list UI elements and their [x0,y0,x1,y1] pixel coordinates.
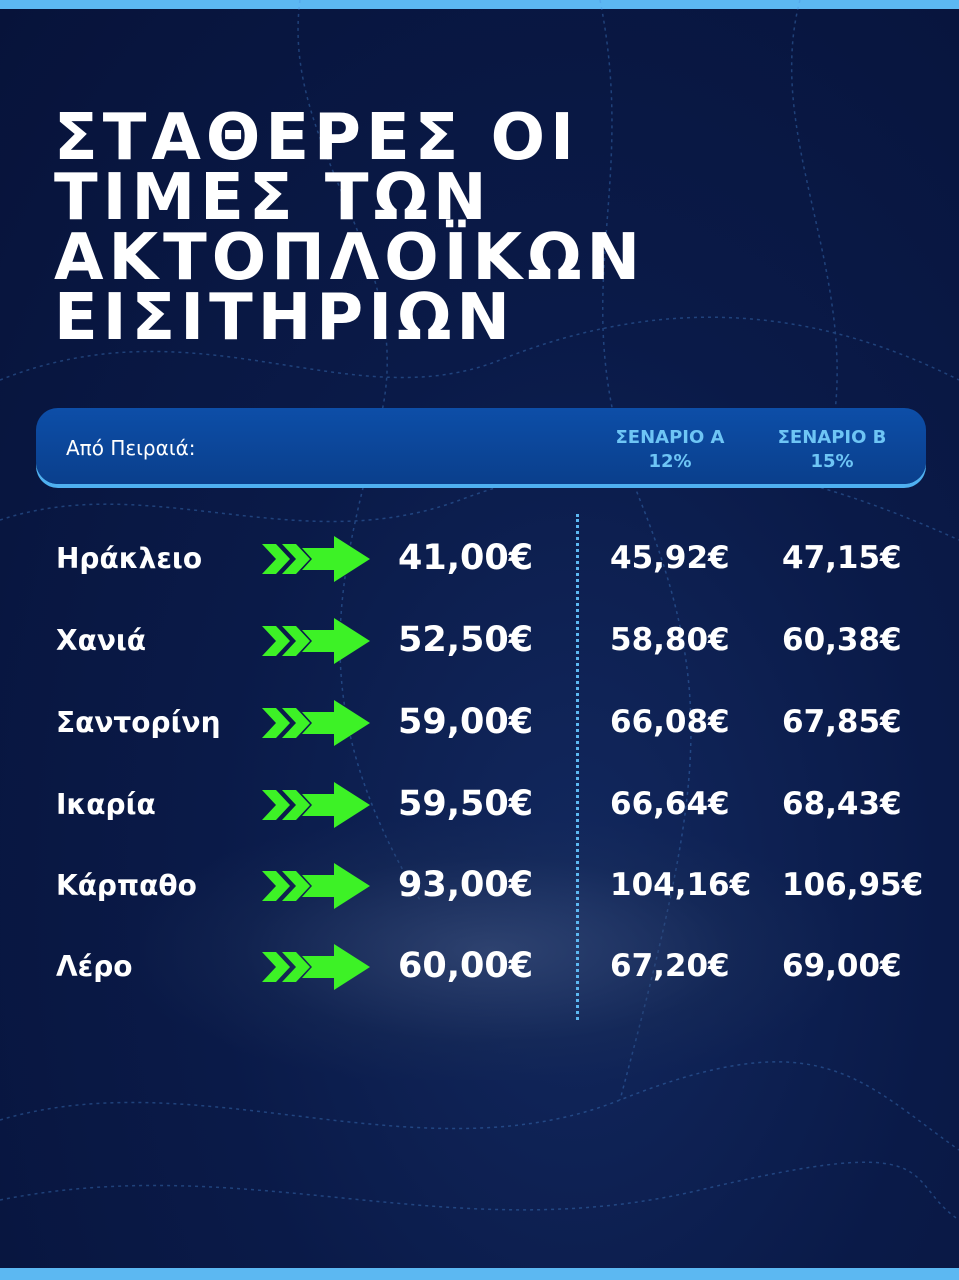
current-price: 52,50€ [398,620,534,660]
scenario-a-price: 67,20€ [610,948,730,984]
scenario-a-price: 66,08€ [610,704,730,740]
arrow-right-icon [262,944,370,990]
scenario-a-price: 104,16€ [610,867,752,903]
destination: Χανιά [56,624,147,657]
scenario-a-price: 45,92€ [610,540,730,576]
arrow-right-icon [262,782,370,828]
current-price: 93,00€ [398,865,534,905]
table-row: Λέρο 60,00€ 67,20€ 69,00€ [0,936,959,996]
table-row: Ηράκλειο 41,00€ 45,92€ 47,15€ [0,528,959,588]
table-row: Κάρπαθο 93,00€ 104,16€ 106,95€ [0,855,959,915]
page-title: ΣΤΑΘΕΡΕΣ ΟΙ ΤΙΜΕΣ ΤΩΝ ΑΚΤΟΠΛΟΪΚΩΝ ΕΙΣΙΤΗ… [54,101,646,355]
current-price: 59,50€ [398,784,534,824]
ferry-image [140,820,840,1080]
scenario-b-price: 60,38€ [782,622,902,658]
scenario-b-price: 67,85€ [782,704,902,740]
scenario-b-price: 47,15€ [782,540,902,576]
scenario-b-price: 68,43€ [782,786,902,822]
arrow-right-icon [262,536,370,582]
current-price: 59,00€ [398,702,534,742]
column-divider [576,514,579,1020]
arrow-right-icon [262,618,370,664]
destination: Ικαρία [56,788,156,821]
scenario-b-price: 106,95€ [782,867,924,903]
scenario-b-price: 69,00€ [782,948,902,984]
arrow-right-icon [262,863,370,909]
bottom-accent-bar [0,1268,959,1280]
destination: Σαντορίνη [56,706,221,739]
table-row: Ικαρία 59,50€ 66,64€ 68,43€ [0,774,959,834]
table-row: Χανιά 52,50€ 58,80€ 60,38€ [0,610,959,670]
from-label: Από Πειραιά: [66,436,196,460]
destination: Κάρπαθο [56,869,197,902]
scenario-a-header: ΣΕΝΑΡΙΟ Α 12% [615,427,725,472]
scenario-a-price: 66,64€ [610,786,730,822]
top-accent-bar [0,0,959,9]
table-header: Από Πειραιά: ΣΕΝΑΡΙΟ Α 12% ΣΕΝΑΡΙΟ Β 15% [36,408,926,484]
scenario-a-price: 58,80€ [610,622,730,658]
table-row: Σαντορίνη 59,00€ 66,08€ 67,85€ [0,692,959,752]
destination: Ηράκλειο [56,542,203,575]
scenario-b-header: ΣΕΝΑΡΙΟ Β 15% [777,427,887,472]
destination: Λέρο [56,950,133,983]
current-price: 60,00€ [398,946,534,986]
arrow-right-icon [262,700,370,746]
current-price: 41,00€ [398,538,534,578]
